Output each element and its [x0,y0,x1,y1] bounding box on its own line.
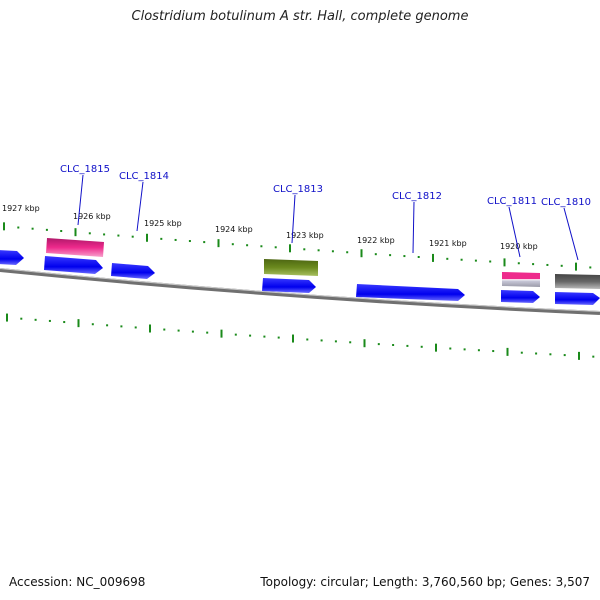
genome-backbone [0,268,600,315]
gene-label[interactable]: CLC_1813 [273,184,323,195]
leader-line [136,181,144,232]
cds-arrow[interactable] [0,250,24,265]
gene-label[interactable]: CLC_1814 [119,171,169,182]
genome-backbone-highlight [0,268,600,312]
feature-rna-pink-gray[interactable] [502,272,540,287]
leader-line [563,207,579,261]
gene-label[interactable]: CLC_1815 [60,164,110,175]
kbp-label: 1920 kbp [500,242,538,251]
leader-line [291,194,296,244]
cds-arrow[interactable] [111,263,155,279]
gene-label[interactable]: CLC_1812 [392,191,442,202]
kbp-label: 1927 kbp [2,204,40,213]
feature-lane-upper [46,238,600,289]
leader-line [77,174,84,226]
cds-arrow[interactable] [555,292,600,305]
leader-line [412,201,415,254]
genome-summary-text: Topology: circular; Length: 3,760,560 bp… [260,575,590,589]
cds-arrow[interactable] [44,256,103,274]
cds-arrow[interactable] [356,284,465,301]
map-title: Clostridium botulinum A str. Hall, compl… [131,9,469,24]
feature-gray[interactable] [555,274,600,289]
feature-rna-pink[interactable] [46,238,104,257]
kbp-label: 1926 kbp [73,212,111,221]
kbp-label: 1924 kbp [215,225,253,234]
gene-labels: CLC_1815 CLC_1814 CLC_1813 CLC_1812 CLC_… [60,164,591,208]
gene-leader-lines [77,174,579,261]
gene-label[interactable]: CLC_1810 [541,197,591,208]
cds-arrow[interactable] [262,278,316,293]
kbp-labels: 1927 kbp 1926 kbp 1925 kbp 1924 kbp 1923… [2,204,538,251]
gene-label[interactable]: CLC_1811 [487,196,537,207]
kbp-label: 1921 kbp [429,239,467,248]
kbp-label: 1925 kbp [144,219,182,228]
leader-line [508,206,521,258]
tick-row-bottom [6,313,595,360]
kbp-label: 1923 kbp [286,231,324,240]
accession-text: Accession: NC_009698 [9,575,146,589]
kbp-label: 1922 kbp [357,236,395,245]
feature-lane-cds [0,250,600,305]
feature-olive[interactable] [264,259,318,276]
cds-arrow[interactable] [501,290,540,303]
tick-row-top [3,222,592,271]
